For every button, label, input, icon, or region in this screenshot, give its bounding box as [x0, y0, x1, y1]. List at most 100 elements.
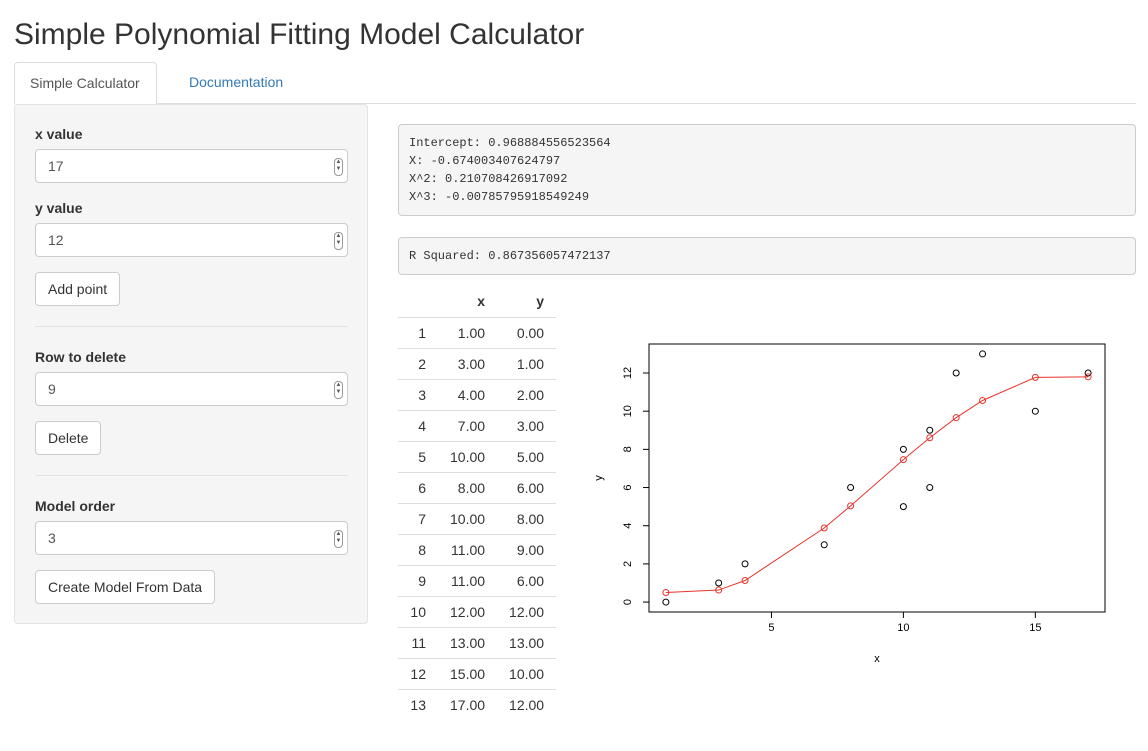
x-value-spinner-icon[interactable]: ▲ ▼	[334, 158, 343, 176]
y-value-text: 12	[48, 232, 64, 248]
y-tick-label: 4	[622, 523, 634, 529]
data-point	[952, 369, 960, 377]
table-cell-x: 8.00	[438, 471, 498, 503]
table-cell-index: 13	[398, 688, 438, 720]
y-tick-label: 8	[622, 446, 634, 452]
fitted-point	[741, 577, 749, 585]
divider	[35, 475, 348, 476]
coef-x2: X^2: 0.210708426917092	[409, 172, 568, 186]
table-cell-index: 3	[398, 378, 438, 410]
y-tick-label: 10	[622, 405, 634, 417]
table-row: 5 10.00 5.00	[398, 440, 557, 472]
table-cell-index: 9	[398, 564, 438, 596]
x-tick-label: 5	[768, 622, 774, 634]
coef-x: X: -0.674003407624797	[409, 154, 561, 168]
data-point	[979, 350, 987, 358]
table-cell-y: 1.00	[497, 347, 557, 379]
table-row: 2 3.00 1.00	[398, 347, 557, 379]
table-cell-y: 5.00	[497, 440, 557, 472]
data-point	[662, 598, 670, 606]
table-cell-index: 6	[398, 471, 438, 503]
table-cell-x: 11.00	[438, 533, 498, 565]
fitted-point	[899, 456, 907, 464]
y-tick-label: 2	[622, 561, 634, 567]
table-cell-index: 7	[398, 502, 438, 534]
data-point	[741, 560, 749, 568]
table-cell-x: 15.00	[438, 657, 498, 689]
table-header-index	[398, 286, 438, 317]
y-value-label: y value	[35, 200, 83, 216]
fitted-point	[1084, 373, 1092, 381]
table-cell-x: 11.00	[438, 564, 498, 596]
data-point	[1084, 369, 1092, 377]
row-to-delete-spinner-icon[interactable]: ▲ ▼	[334, 381, 343, 399]
fit-plot: 5 10 15 0 2 4 6 8 10 12 x y	[593, 343, 1106, 665]
table-row: 13 17.00 12.00	[398, 688, 557, 720]
delete-button[interactable]: Delete	[35, 421, 102, 455]
plot-frame	[648, 343, 1106, 613]
table-cell-index: 1	[398, 316, 438, 348]
table-cell-y: 10.00	[497, 657, 557, 689]
table-header-row: x y	[398, 286, 556, 317]
table-cell-index: 5	[398, 440, 438, 472]
table-cell-x: 1.00	[438, 316, 498, 348]
row-to-delete-label: Row to delete	[35, 349, 127, 365]
table-row: 11 13.00 13.00	[398, 626, 557, 658]
tab-documentation[interactable]: Documentation	[189, 74, 284, 90]
table-cell-index: 12	[398, 657, 438, 689]
table-header-y: y	[536, 293, 545, 310]
y-tick-label: 6	[622, 484, 634, 490]
table-row: 7 10.00 8.00	[398, 502, 557, 534]
table-cell-y: 12.00	[497, 688, 557, 720]
table-cell-y: 9.00	[497, 533, 557, 565]
row-to-delete-text: 9	[48, 381, 56, 397]
table-cell-index: 4	[398, 409, 438, 441]
table-cell-y: 8.00	[497, 502, 557, 534]
divider	[35, 326, 348, 327]
fitted-point	[847, 502, 855, 510]
table-row: 10 12.00 12.00	[398, 595, 557, 627]
table-row: 8 11.00 9.00	[398, 533, 557, 565]
table-cell-index: 2	[398, 347, 438, 379]
data-point	[926, 426, 934, 434]
y-value-spinner-icon[interactable]: ▲ ▼	[334, 232, 343, 250]
table-cell-y: 6.00	[497, 471, 557, 503]
table-cell-y: 6.00	[497, 564, 557, 596]
table-cell-y: 2.00	[497, 378, 557, 410]
row-to-delete-input[interactable]: 9 ▲ ▼	[35, 372, 348, 406]
y-value-input[interactable]: 12 ▲ ▼	[35, 223, 348, 257]
x-tick-label: 10	[897, 622, 909, 634]
r-squared-output: R Squared: 0.867356057472137	[398, 237, 1136, 275]
x-value-input[interactable]: 17 ▲ ▼	[35, 149, 348, 183]
x-value-label: x value	[35, 126, 83, 142]
create-model-button[interactable]: Create Model From Data	[35, 570, 216, 604]
coef-x3: X^3: -0.00785795918549249	[409, 190, 590, 204]
data-point	[715, 579, 723, 587]
tab-bar: Simple Calculator Documentation	[14, 62, 1136, 105]
model-order-spinner-icon[interactable]: ▲ ▼	[334, 530, 343, 548]
x-value-text: 17	[48, 158, 64, 174]
fit-line	[665, 376, 1089, 594]
data-point	[926, 484, 934, 492]
r-squared-text: R Squared: 0.867356057472137	[409, 249, 611, 263]
model-order-text: 3	[48, 530, 56, 546]
model-order-input[interactable]: 3 ▲ ▼	[35, 521, 348, 555]
data-table: x y 1 1.00 0.00 2 3.00 1.00 3 4.00 2.00 4 7.00 3.00…	[398, 286, 557, 720]
table-cell-x: 12.00	[438, 595, 498, 627]
table-row: 12 15.00 10.00	[398, 657, 557, 689]
table-cell-index: 10	[398, 595, 438, 627]
fitted-point	[820, 524, 828, 532]
table-cell-x: 10.00	[438, 502, 498, 534]
table-header-x: x	[477, 293, 486, 310]
table-cell-x: 3.00	[438, 347, 498, 379]
fitted-point	[926, 434, 934, 442]
table-cell-y: 13.00	[497, 626, 557, 658]
table-cell-index: 11	[398, 626, 438, 658]
table-cell-y: 3.00	[497, 409, 557, 441]
table-cell-x: 13.00	[438, 626, 498, 658]
tab-simple-calculator[interactable]: Simple Calculator	[14, 62, 157, 105]
data-point	[1031, 407, 1039, 415]
add-point-button[interactable]: Add point	[35, 272, 121, 306]
model-order-label: Model order	[35, 498, 116, 514]
data-point	[899, 503, 907, 511]
